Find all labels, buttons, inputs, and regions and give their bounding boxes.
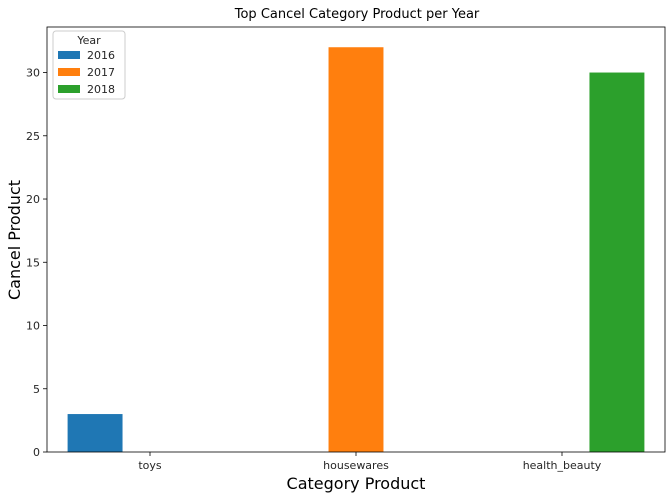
chart-title: Top Cancel Category Product per Year bbox=[234, 7, 480, 22]
y-tick-label: 10 bbox=[26, 320, 40, 333]
legend-label-2016: 2016 bbox=[87, 49, 115, 62]
x-axis-title: Category Product bbox=[287, 474, 426, 493]
legend-box bbox=[52, 30, 126, 100]
y-tick-label: 0 bbox=[33, 446, 40, 459]
plot-area: 0 5 10 15 20 25 30 toys housewares health_beauty bbox=[26, 47, 645, 472]
legend-swatch-2016 bbox=[58, 51, 80, 59]
x-tick-label-toys: toys bbox=[138, 459, 162, 472]
y-axis-title: Cancel Product bbox=[5, 180, 24, 300]
y-tick-label: 20 bbox=[26, 193, 40, 206]
legend-title: Year bbox=[76, 34, 101, 47]
legend-swatch-2018 bbox=[58, 85, 80, 93]
legend-label-2017: 2017 bbox=[87, 66, 115, 79]
legend-label-2018: 2018 bbox=[87, 83, 115, 96]
bar-toys-2016 bbox=[67, 414, 123, 452]
legend: Year 2016 2017 2018 bbox=[52, 30, 126, 100]
y-tick-label: 5 bbox=[33, 383, 40, 396]
x-tick-label-health_beauty: health_beauty bbox=[523, 459, 602, 472]
legend-swatch-2017 bbox=[58, 68, 80, 76]
plot-frame bbox=[46, 26, 666, 453]
y-tick-label: 30 bbox=[26, 67, 40, 80]
bar-housewares-2017 bbox=[328, 47, 384, 452]
x-tick-label-housewares: housewares bbox=[323, 459, 389, 472]
y-tick-label: 15 bbox=[26, 256, 40, 269]
bar-health_beauty-2018 bbox=[589, 72, 645, 453]
y-tick-label: 25 bbox=[26, 130, 40, 143]
